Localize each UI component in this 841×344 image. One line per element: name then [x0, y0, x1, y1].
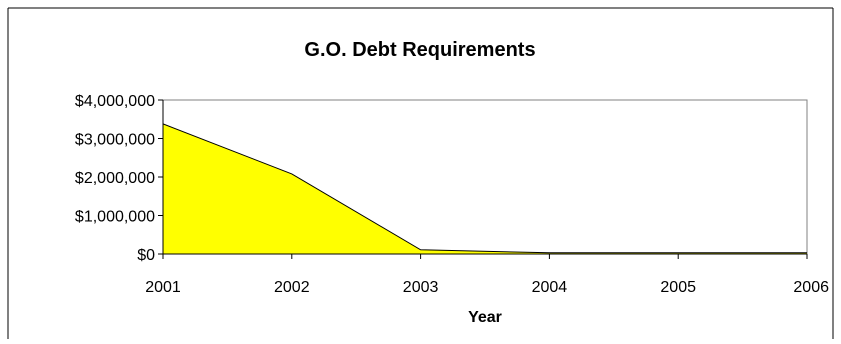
x-tick-label: 2003 — [403, 279, 439, 296]
x-axis-title: Year — [468, 309, 502, 326]
y-tick-label: $2,000,000 — [75, 170, 155, 187]
y-tick-label: $4,000,000 — [75, 93, 155, 110]
x-axis-ticks: 2001 2002 2003 2004 2005 2006 — [145, 254, 829, 296]
chart-title: G.O. Debt Requirements — [304, 39, 535, 61]
y-axis-ticks: $0 $1,000,000 $2,000,000 $3,000,000 $4,000,0… — [75, 93, 163, 264]
y-tick-label: $3,000,000 — [75, 132, 155, 149]
x-tick-label: 2002 — [274, 279, 310, 296]
area-fill — [163, 124, 807, 254]
y-tick-label: $0 — [137, 247, 155, 264]
x-tick-label: 2001 — [145, 279, 181, 296]
x-tick-label: 2004 — [532, 279, 568, 296]
y-tick-label: $1,000,000 — [75, 209, 155, 226]
x-tick-label: 2005 — [660, 279, 696, 296]
x-tick-label: 2006 — [793, 279, 829, 296]
